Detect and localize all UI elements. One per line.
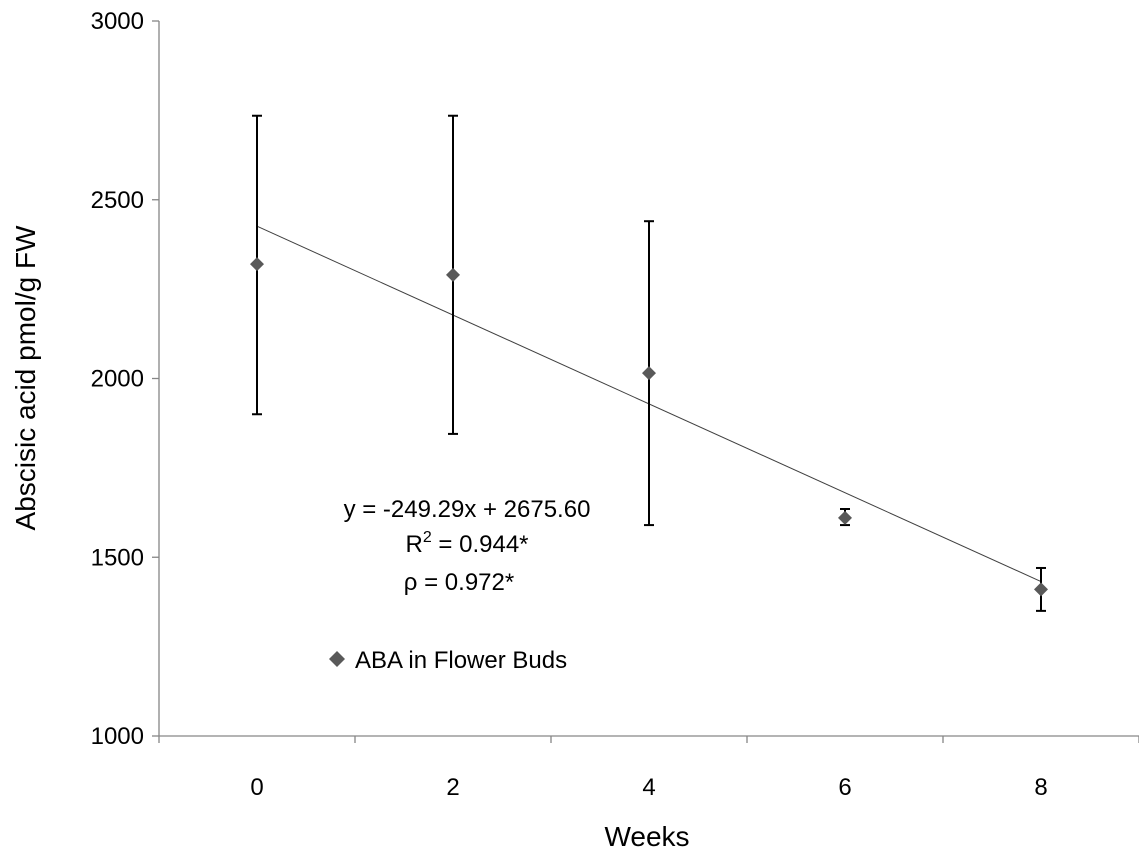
data-point: [446, 267, 460, 282]
x-tick-label: 2: [446, 774, 459, 801]
x-tick-label: 8: [1034, 774, 1047, 801]
x-axis-title: Weeks: [604, 821, 689, 852]
r2-suffix: = 0.944*: [432, 531, 529, 558]
x-tick-label: 6: [838, 774, 851, 801]
r2-superscript: 2: [423, 529, 432, 546]
data-point: [642, 366, 656, 381]
data-point: [838, 510, 852, 525]
legend: ABA in Flower Buds: [329, 647, 567, 674]
x-tick-label: 0: [250, 774, 263, 801]
y-tick-label: 2500: [91, 187, 144, 214]
data-point: [1034, 582, 1048, 597]
axes: 1000 1500 2000 2500 3000 0 2 4 6 8: [91, 8, 1139, 801]
equation-label: y = -249.29x + 2675.60: [344, 496, 591, 523]
y-tick-label: 2000: [91, 366, 144, 393]
r2-prefix: R: [406, 531, 423, 558]
y-tick-label: 1500: [91, 544, 144, 571]
y-tick-label: 1000: [91, 723, 144, 750]
r2-label: R2 = 0.944*: [406, 529, 529, 558]
data-points: [250, 257, 1048, 597]
y-axis-title: Abscisic acid pmol/g FW: [10, 225, 41, 531]
legend-label: ABA in Flower Buds: [355, 647, 567, 674]
y-tick-label: 3000: [91, 8, 144, 35]
x-tick-label: 4: [642, 774, 655, 801]
error-bars: [252, 114, 1046, 612]
data-point: [250, 257, 264, 272]
legend-marker-diamond-icon: [329, 651, 345, 667]
rho-label: ρ = 0.972*: [404, 569, 514, 596]
